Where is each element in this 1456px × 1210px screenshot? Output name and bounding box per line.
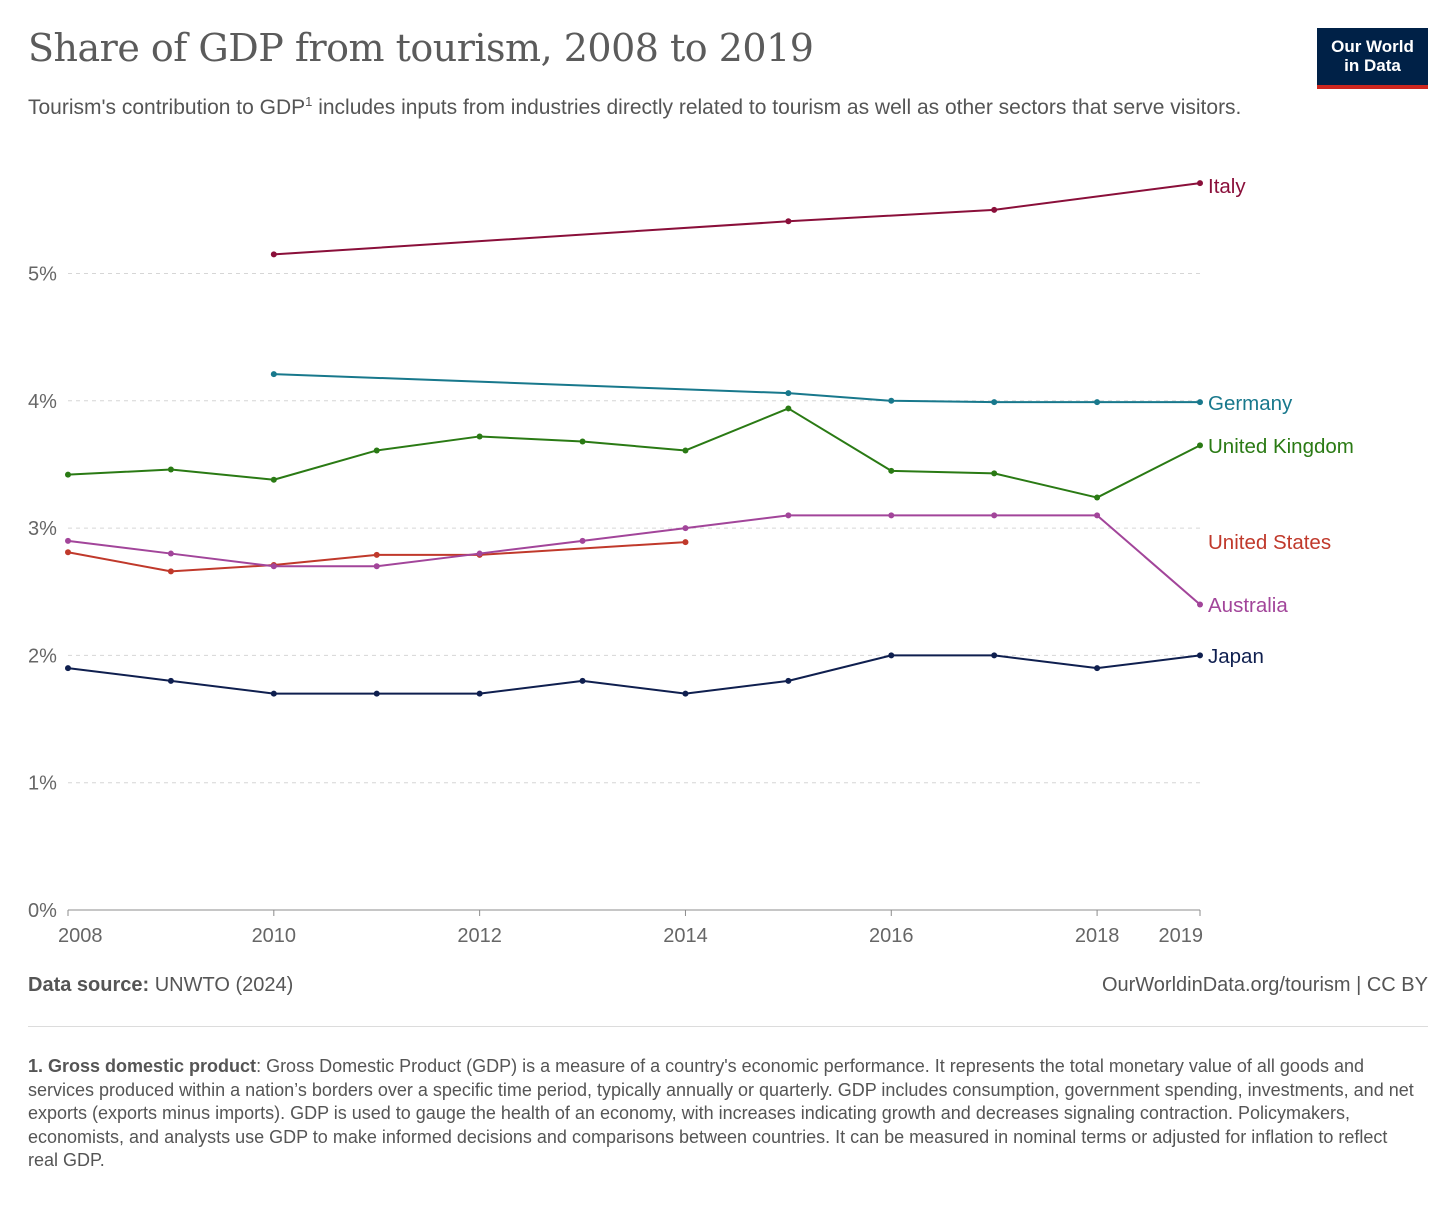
series-line [67,407,1201,499]
source-label: Data source: [28,974,150,996]
data-point [167,677,174,684]
data-point [991,206,998,213]
data-point [1197,601,1203,608]
data-point [65,471,71,478]
data-point [579,537,586,544]
data-point [167,568,174,575]
data-point [373,690,380,697]
data-point [991,652,998,659]
data-point [373,563,380,570]
subtitle-text: Tourism's contribution to GDP [28,96,306,119]
data-point [682,525,689,532]
y-tick-label: 2% [28,645,57,667]
x-tick-label: 2010 [252,925,297,947]
data-point [888,652,895,659]
data-point [888,467,895,474]
data-point [270,690,277,697]
series-line [273,373,1200,404]
series-line [67,654,1201,695]
data-point [785,677,792,684]
data-point [1094,399,1101,406]
logo-line-2: in Data [1344,56,1401,75]
data-point [888,512,895,519]
data-point [167,550,174,557]
x-tick-label: 2012 [457,925,502,947]
owid-logo[interactable]: Our World in Data [1317,28,1428,89]
data-point [65,537,71,544]
series-line [67,514,1201,606]
data-point [785,405,792,412]
data-point [1094,512,1101,519]
data-point [270,371,277,378]
series-line [273,182,1201,256]
x-tick-label: 2014 [663,925,708,947]
data-point [270,251,277,258]
series-label: Italy [1208,175,1246,198]
footnote: 1. Gross domestic product: Gross Domesti… [28,1055,1418,1173]
data-point [1197,442,1203,449]
data-point [888,397,895,404]
data-point [65,549,71,556]
subtitle-text-continued: includes inputs from industries directly… [312,96,1242,119]
data-point [991,399,998,406]
line-chart: 0% 1% 2% 3% 4% 5% 2008 2010 2012 2014 2016 2018 2019… [28,175,1354,947]
data-point [682,690,689,697]
y-tick-label: 1% [28,773,57,795]
footer-divider [28,1026,1428,1027]
series-label: United States [1208,531,1331,554]
y-tick-label: 4% [28,391,57,413]
footnote-marker[interactable]: 1 [305,94,313,109]
series-label: United Kingdom [1208,435,1354,458]
data-point [682,539,689,546]
y-tick-label: 3% [28,518,57,540]
footnote-text: : Gross Domestic Product (GDP) is a meas… [28,1056,1414,1170]
source-value[interactable]: UNWTO (2024) [149,974,294,996]
x-tick-label: 2019 [1159,925,1204,947]
data-point [1197,180,1203,187]
data-point [579,677,586,684]
data-point [1197,652,1203,659]
x-tick-label: 2018 [1075,925,1120,947]
footnote-label: 1. Gross domestic product [28,1056,257,1076]
data-point [682,447,689,454]
data-point [167,466,174,473]
y-tick-label: 0% [28,900,57,922]
series-label: Japan [1208,645,1264,668]
series-label: Germany [1208,392,1293,415]
data-point [579,438,586,445]
credit-link[interactable]: OurWorldinData.org/tourism | CC BY [1101,974,1428,996]
data-point [373,551,380,558]
data-point [1094,665,1101,672]
data-point [1197,399,1203,406]
data-point [476,550,483,557]
data-point [785,218,792,225]
data-point [270,476,277,483]
data-point [476,690,483,697]
series-label: Australia [1208,594,1288,617]
data-point [476,433,483,440]
data-point [991,512,998,519]
data-point [270,563,277,570]
data-point [785,390,792,397]
chart-title: Share of GDP from tourism, 2008 to 2019 [28,26,814,70]
data-point [65,665,71,672]
data-source: Data source: UNWTO (2024) [28,974,293,997]
chart-subtitle: Tourism's contribution to GDP1 includes … [28,88,1288,122]
data-point [785,512,792,519]
data-point [373,447,380,454]
data-point [1094,494,1101,501]
series-line [67,541,686,573]
data-point [991,470,998,477]
logo-line-1: Our World [1331,37,1414,56]
x-tick-label: 2008 [58,925,103,947]
x-tick-label: 2016 [869,925,914,947]
y-tick-label: 5% [28,264,57,286]
